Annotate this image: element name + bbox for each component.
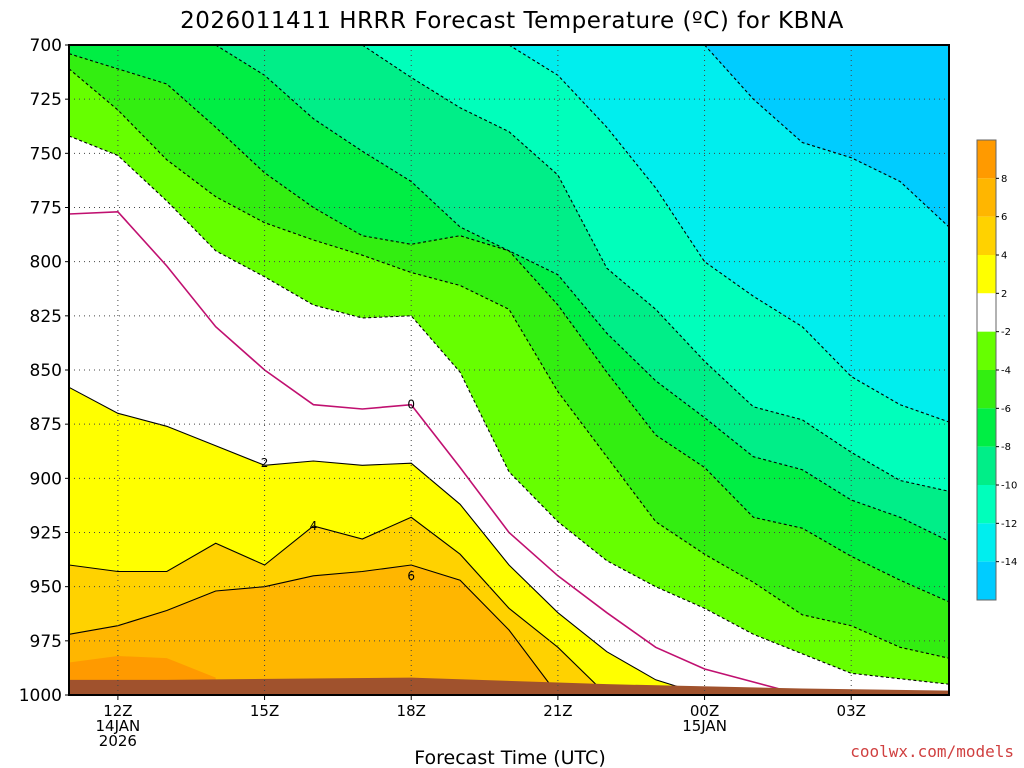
x-tick-label: 21Z	[543, 702, 572, 720]
contour-line-m2	[69, 135, 949, 685]
x-tick-label: 03Z	[837, 702, 866, 720]
colorbar-swatch	[977, 408, 996, 447]
y-tick-label: 775	[30, 199, 62, 219]
y-tick-label: 825	[30, 307, 62, 327]
credit-text: coolwx.com/models	[850, 742, 1014, 761]
colorbar-swatch	[977, 485, 996, 524]
colorbar-label: 2	[1001, 289, 1007, 300]
colorbar-label: -6	[1001, 404, 1011, 415]
colorbar-swatch	[977, 370, 996, 409]
colorbar-label: -14	[1001, 557, 1017, 568]
colorbar-label: 8	[1001, 174, 1007, 185]
x-tick-label: 15JAN	[682, 717, 727, 735]
colorbar-swatch	[977, 523, 996, 562]
colorbar-label: -2	[1001, 327, 1011, 338]
y-tick-label: 900	[30, 469, 62, 489]
y-tick-label: 700	[30, 36, 62, 56]
y-tick-label: 925	[30, 524, 62, 544]
contour-label-0: 0	[407, 398, 415, 412]
contour-line-m14	[704, 45, 949, 228]
colorbar-label: 6	[1001, 212, 1007, 223]
colorbar-label: -12	[1001, 519, 1017, 530]
x-axis-title: Forecast Time (UTC)	[414, 747, 605, 768]
contour-line-2	[69, 386, 705, 695]
contour-line-m4	[69, 68, 949, 659]
x-tick-label: 00Z	[690, 702, 719, 720]
contour-line-m8	[215, 45, 949, 542]
x-tick-label: 14JAN	[96, 717, 141, 735]
y-tick-label: 800	[30, 253, 62, 273]
colorbar-label: -4	[1001, 366, 1011, 377]
contour-line-m10	[361, 45, 949, 492]
band-above-m14	[69, 45, 949, 227]
plot-area: 0246	[69, 45, 949, 695]
y-tick-label: 950	[30, 578, 62, 598]
y-tick-label: 850	[30, 361, 62, 381]
colorbar: 8 6 4 2 -2 -4 -6 -8 -10 -12 -14	[976, 139, 1017, 601]
contour-line-m6	[69, 53, 949, 603]
contour-line-6	[69, 564, 559, 695]
y-tick-label: 750	[30, 144, 62, 164]
y-tick-label: 725	[30, 90, 62, 110]
contour-label-2: 2	[261, 456, 269, 470]
terrain-strip	[69, 677, 949, 695]
y-tick-label: 875	[30, 415, 62, 435]
contour-label-4: 4	[310, 519, 318, 533]
x-tick-label: 18Z	[397, 702, 426, 720]
colorbar-label: -10	[1001, 481, 1017, 492]
chart-title: 2026011411 HRRR Forecast Temperature (ºC…	[180, 8, 844, 34]
colorbar-swatch	[977, 293, 996, 332]
axes: 700 725 750 775 800 825 850 875 900 925 950 975 1000…	[19, 36, 866, 750]
colorbar-swatch	[977, 178, 996, 217]
y-tick-label: 975	[30, 632, 62, 652]
band-above-m12	[69, 45, 949, 422]
x-tick-label: 2026	[99, 732, 137, 750]
contour-line-m12	[508, 45, 949, 423]
colorbar-swatch	[977, 446, 996, 485]
contour-line-4	[69, 516, 608, 695]
colorbar-label: -8	[1001, 442, 1011, 453]
colorbar-swatch	[977, 140, 996, 179]
x-tick-label: 12Z	[103, 702, 132, 720]
x-tick-label: 15Z	[250, 702, 279, 720]
y-tick-label: 1000	[19, 686, 62, 706]
colorbar-swatch	[977, 561, 996, 600]
colorbar-swatch	[977, 255, 996, 294]
colorbar-label: 4	[1001, 251, 1007, 262]
colorbar-swatch	[977, 216, 996, 255]
colorbar-swatch	[977, 331, 996, 370]
contour-line-0	[69, 210, 803, 695]
